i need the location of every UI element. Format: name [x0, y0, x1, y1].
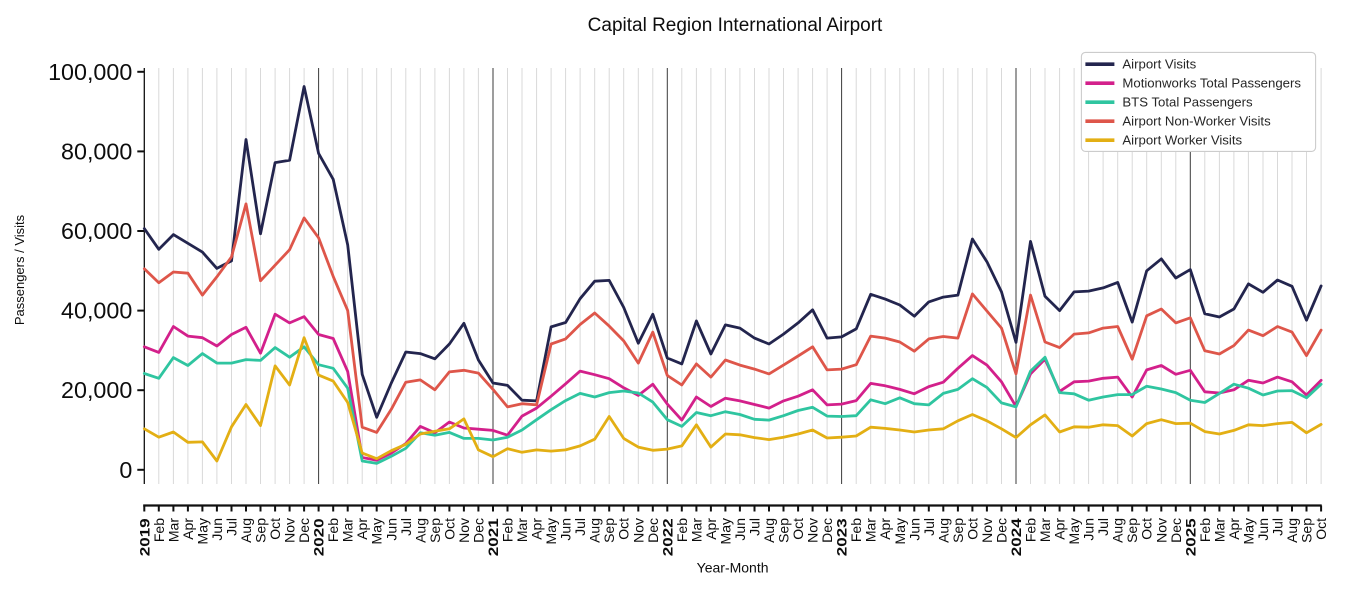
- svg-text:Aug: Aug: [1110, 518, 1126, 543]
- svg-text:Apr: Apr: [180, 518, 196, 540]
- svg-text:40,000: 40,000: [61, 298, 132, 324]
- svg-text:Feb: Feb: [500, 518, 516, 542]
- svg-text:Jun: Jun: [1255, 518, 1271, 541]
- svg-text:Sep: Sep: [1124, 518, 1140, 543]
- svg-text:Apr: Apr: [703, 518, 719, 540]
- svg-text:80,000: 80,000: [61, 138, 132, 164]
- svg-text:Jun: Jun: [558, 518, 574, 541]
- svg-text:Sep: Sep: [776, 518, 792, 543]
- svg-text:Jul: Jul: [398, 518, 414, 536]
- svg-text:Airport Non-Worker Visits: Airport Non-Worker Visits: [1122, 114, 1271, 129]
- svg-text:Jul: Jul: [921, 518, 937, 536]
- svg-text:Jul: Jul: [572, 518, 588, 536]
- svg-text:Nov: Nov: [805, 518, 821, 543]
- svg-text:Nov: Nov: [456, 518, 472, 543]
- svg-text:Mar: Mar: [340, 518, 356, 542]
- svg-text:Mar: Mar: [1211, 518, 1227, 542]
- svg-text:Sep: Sep: [427, 518, 443, 543]
- svg-text:2021: 2021: [485, 518, 501, 556]
- svg-text:Apr: Apr: [529, 518, 545, 540]
- svg-text:Airport Visits: Airport Visits: [1122, 57, 1196, 72]
- svg-text:May: May: [1240, 518, 1256, 544]
- svg-text:Jul: Jul: [747, 518, 763, 536]
- svg-text:Aug: Aug: [587, 518, 603, 543]
- svg-text:Dec: Dec: [819, 518, 835, 543]
- svg-text:2022: 2022: [659, 518, 675, 556]
- svg-text:Dec: Dec: [994, 518, 1010, 543]
- svg-text:2019: 2019: [136, 518, 152, 556]
- svg-text:Nov: Nov: [1153, 518, 1169, 543]
- svg-text:2024: 2024: [1008, 518, 1024, 556]
- svg-text:0: 0: [119, 457, 132, 483]
- svg-text:Year-Month: Year-Month: [697, 560, 769, 576]
- svg-text:Feb: Feb: [848, 518, 864, 542]
- svg-text:May: May: [1066, 518, 1082, 544]
- svg-text:Aug: Aug: [238, 518, 254, 543]
- svg-text:2023: 2023: [834, 518, 850, 556]
- svg-text:Oct: Oct: [1139, 518, 1155, 540]
- svg-text:Jun: Jun: [209, 518, 225, 541]
- svg-text:May: May: [892, 518, 908, 544]
- svg-text:Jun: Jun: [906, 518, 922, 541]
- svg-text:Feb: Feb: [674, 518, 690, 542]
- svg-text:Oct: Oct: [790, 518, 806, 540]
- svg-text:Oct: Oct: [616, 518, 632, 540]
- svg-text:Aug: Aug: [412, 518, 428, 543]
- svg-text:Feb: Feb: [1023, 518, 1039, 542]
- svg-text:Aug: Aug: [761, 518, 777, 543]
- svg-text:Oct: Oct: [964, 518, 980, 540]
- svg-text:May: May: [543, 518, 559, 544]
- svg-text:2025: 2025: [1182, 518, 1198, 556]
- svg-text:Sep: Sep: [601, 518, 617, 543]
- svg-text:Apr: Apr: [1052, 518, 1068, 540]
- svg-text:Oct: Oct: [267, 518, 283, 540]
- svg-text:Motionworks Total Passengers: Motionworks Total Passengers: [1122, 76, 1301, 91]
- svg-text:Jul: Jul: [1095, 518, 1111, 536]
- svg-text:Sep: Sep: [950, 518, 966, 543]
- svg-text:Feb: Feb: [325, 518, 341, 542]
- svg-text:Dec: Dec: [470, 518, 486, 543]
- svg-text:Nov: Nov: [630, 518, 646, 543]
- svg-text:Dec: Dec: [645, 518, 661, 543]
- svg-text:Airport Worker Visits: Airport Worker Visits: [1122, 133, 1242, 148]
- svg-text:Dec: Dec: [296, 518, 312, 543]
- svg-text:BTS Total Passengers: BTS Total Passengers: [1122, 95, 1253, 110]
- svg-text:Sep: Sep: [253, 518, 269, 543]
- svg-text:May: May: [369, 518, 385, 544]
- svg-text:May: May: [194, 518, 210, 544]
- svg-text:Nov: Nov: [282, 518, 298, 543]
- svg-text:Jul: Jul: [224, 518, 240, 536]
- svg-text:Mar: Mar: [165, 518, 181, 542]
- svg-text:Jun: Jun: [383, 518, 399, 541]
- svg-text:Nov: Nov: [979, 518, 995, 543]
- svg-text:Aug: Aug: [1284, 518, 1300, 543]
- svg-text:Feb: Feb: [1197, 518, 1213, 542]
- svg-text:2020: 2020: [311, 518, 327, 556]
- svg-text:Oct: Oct: [441, 518, 457, 540]
- svg-text:Apr: Apr: [1226, 518, 1242, 540]
- svg-text:Capital Region International A: Capital Region International Airport: [588, 15, 883, 36]
- svg-text:Mar: Mar: [863, 518, 879, 542]
- svg-text:Aug: Aug: [935, 518, 951, 543]
- svg-text:Passengers / Visits: Passengers / Visits: [12, 214, 27, 325]
- svg-text:20,000: 20,000: [61, 377, 132, 403]
- svg-text:Jul: Jul: [1270, 518, 1286, 536]
- svg-text:Dec: Dec: [1168, 518, 1184, 543]
- svg-text:Jun: Jun: [732, 518, 748, 541]
- svg-text:Apr: Apr: [354, 518, 370, 540]
- svg-text:Feb: Feb: [151, 518, 167, 542]
- svg-text:Mar: Mar: [514, 518, 530, 542]
- svg-text:May: May: [717, 518, 733, 544]
- svg-text:Mar: Mar: [1037, 518, 1053, 542]
- svg-text:Apr: Apr: [877, 518, 893, 540]
- svg-text:Jun: Jun: [1081, 518, 1097, 541]
- svg-text:100,000: 100,000: [48, 59, 132, 85]
- svg-text:Mar: Mar: [688, 518, 704, 542]
- svg-text:60,000: 60,000: [61, 218, 132, 244]
- svg-text:Oct: Oct: [1313, 518, 1329, 540]
- svg-text:Sep: Sep: [1299, 518, 1315, 543]
